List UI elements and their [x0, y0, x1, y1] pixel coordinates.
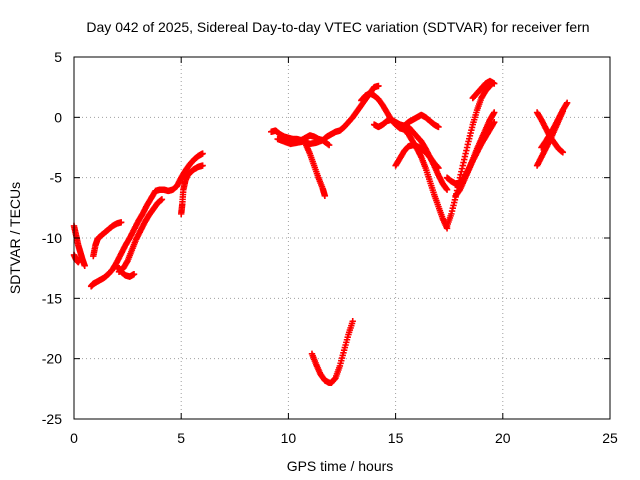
y-tick-label: -10 — [42, 230, 62, 246]
data-point — [491, 118, 498, 126]
series-track-v — [538, 99, 571, 151]
data-point — [559, 149, 567, 156]
series-track-g — [178, 162, 206, 218]
data-point — [443, 186, 451, 193]
data-point — [375, 82, 382, 90]
data-point — [325, 141, 333, 149]
data-points — [70, 77, 571, 386]
y-tick-label: 0 — [54, 109, 62, 125]
data-point — [349, 318, 356, 325]
x-tick-label: 0 — [70, 430, 78, 446]
data-point — [199, 162, 206, 169]
series-track-i — [274, 135, 333, 149]
x-tick-label: 20 — [495, 430, 511, 446]
data-point — [117, 219, 125, 226]
series-track-f — [113, 262, 138, 280]
x-tick-label: 10 — [281, 430, 297, 446]
series-track-r — [452, 118, 498, 199]
y-tick-label: -20 — [42, 351, 62, 367]
y-tick-label: -25 — [42, 411, 62, 427]
chart-title: Day 042 of 2025, Sidereal Day-to-day VTE… — [86, 19, 589, 35]
x-tick-label: 25 — [602, 430, 618, 446]
data-point — [324, 141, 332, 148]
x-axis-label: GPS time / hours — [287, 458, 394, 474]
data-point — [77, 254, 84, 261]
x-tick-label: 5 — [177, 430, 185, 446]
y-tick-label: 5 — [54, 49, 62, 65]
series-track-d — [90, 219, 125, 260]
series-track-j — [302, 140, 329, 199]
axis-ticks: 0 5 10 15 20 25 -25 -20 -15 -10 -5 0 5 — [42, 49, 618, 446]
y-axis-label: SDTVAR / TECUs — [7, 182, 23, 294]
data-point — [491, 80, 498, 87]
data-point — [563, 99, 571, 107]
series-track-k — [308, 318, 356, 386]
y-tick-label: -5 — [50, 170, 63, 186]
data-point — [130, 271, 138, 278]
y-tick-label: -15 — [42, 290, 62, 306]
series-track-s — [469, 77, 498, 102]
series-track-o — [405, 123, 451, 193]
data-point — [81, 262, 88, 269]
series-track-c — [87, 150, 206, 290]
series-track-m — [370, 111, 442, 131]
data-point — [435, 123, 442, 131]
data-point — [158, 196, 166, 203]
x-tick-label: 15 — [388, 430, 404, 446]
data-point — [321, 192, 329, 199]
data-point — [491, 109, 498, 116]
data-point — [199, 150, 206, 157]
